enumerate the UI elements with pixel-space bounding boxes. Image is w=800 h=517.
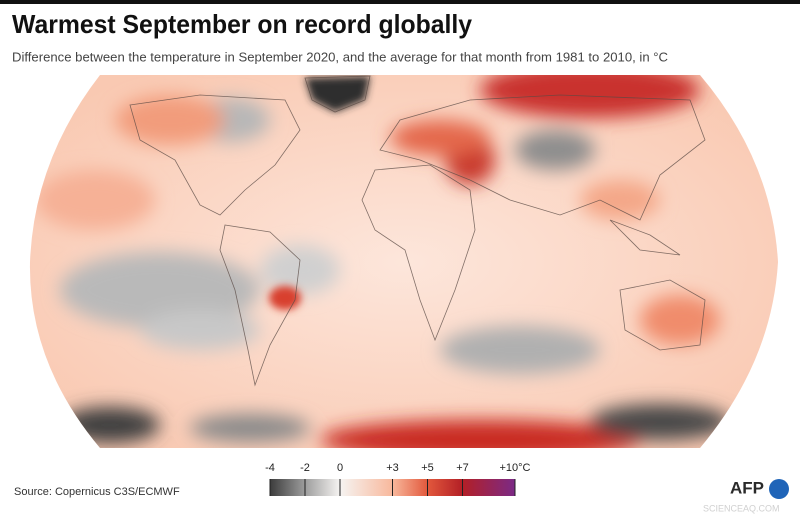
top-rule — [0, 0, 800, 4]
legend-tick-label: -2 — [300, 462, 310, 474]
subtitle: Difference between the temperature in Se… — [12, 49, 668, 64]
legend-tick-label: +7 — [456, 462, 469, 474]
legend-tick-label: +10°C — [499, 462, 530, 474]
logo: AFP — [730, 478, 789, 499]
legend-tick-label: 0 — [337, 462, 343, 474]
legend-tick-label: +3 — [386, 462, 399, 474]
logo-globe — [769, 479, 789, 499]
legend-tick-label: -4 — [265, 462, 275, 474]
logo-text: AFP — [730, 478, 764, 497]
legend: -4 -2 0 +3 +5 +7 +10°C — [265, 462, 531, 496]
watermark: SCIENCEAQ.COM — [703, 503, 780, 513]
title: Warmest September on record globally — [12, 9, 473, 39]
map — [29, 75, 779, 448]
source: Source: Copernicus C3S/ECMWF — [14, 486, 180, 498]
legend-tick-label: +5 — [421, 462, 434, 474]
